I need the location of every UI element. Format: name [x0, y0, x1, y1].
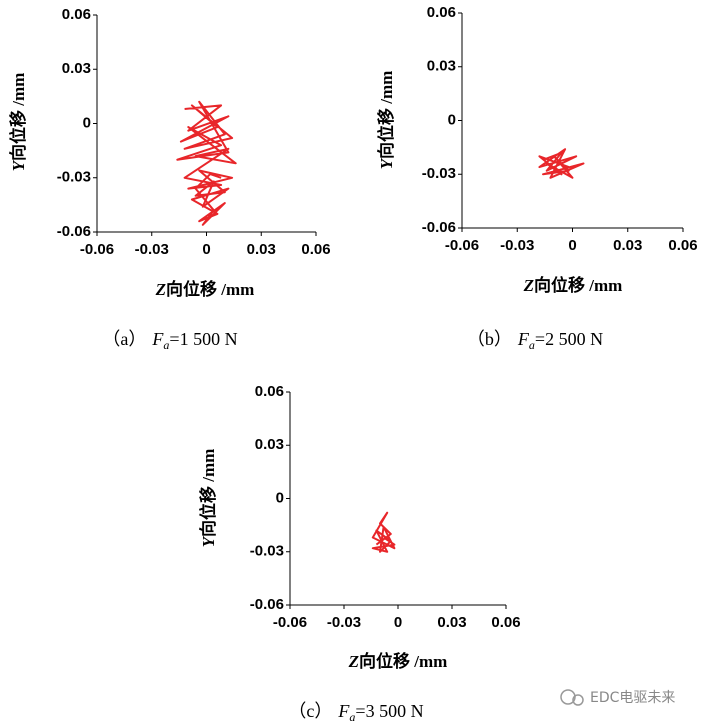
caption-symbol: F	[337, 701, 350, 721]
axis-symbol: Z	[155, 280, 166, 299]
y-tick-label: -0.06	[422, 219, 456, 236]
x-tick-label: 0.06	[668, 237, 697, 254]
y-tick-label: 0	[276, 489, 284, 506]
y-tick-label: 0.03	[427, 58, 456, 75]
axis-text: 向位移 /mm	[376, 71, 396, 159]
caption: （b） Fa=2 500 N	[467, 329, 603, 352]
x-tick-label: 0.06	[491, 614, 520, 631]
orbit-trace	[371, 511, 396, 553]
x-tick-label: -0.03	[327, 614, 361, 631]
caption-label: （c）	[288, 701, 332, 721]
x-tick-label: 0.03	[437, 614, 466, 631]
watermark-icon	[560, 689, 576, 705]
axis-symbol: Z	[348, 652, 359, 671]
y-tick-label: 0	[83, 114, 91, 131]
y-axis-label: Y向位移 /mm	[198, 449, 218, 548]
caption-subscript: a	[349, 710, 355, 724]
y-tick-label: 0.06	[62, 6, 91, 23]
caption-label: （a）	[102, 329, 146, 349]
x-tick-label: -0.03	[500, 237, 534, 254]
caption: （a） Fa=1 500 N	[102, 329, 237, 352]
axis-symbol: Y	[199, 535, 218, 547]
x-tick-label: 0	[202, 241, 210, 258]
y-tick-label: 0.03	[62, 60, 91, 77]
caption-subscript: a	[163, 338, 169, 352]
axis-text: 向位移 /mm	[534, 275, 622, 295]
watermark-icon	[572, 694, 584, 706]
y-tick-label: 0.06	[255, 383, 284, 400]
y-tick-label: 0	[448, 111, 456, 128]
y-tick-label: -0.03	[250, 543, 284, 560]
caption-symbol: F	[151, 329, 164, 349]
x-tick-label: 0.03	[613, 237, 642, 254]
y-axis-label: Y向位移 /mm	[8, 73, 28, 172]
y-tick-label: -0.03	[57, 169, 91, 186]
axis-symbol: Y	[9, 159, 28, 171]
orbit-trace	[176, 100, 237, 226]
caption-label: （b）	[467, 329, 512, 349]
watermark: EDC电驱未来	[560, 689, 675, 706]
x-tick-label: -0.03	[135, 241, 169, 258]
x-tick-label: 0	[394, 614, 402, 631]
caption-symbol: F	[517, 329, 530, 349]
axis-text: 向位移 /mm	[8, 73, 28, 161]
caption-text: =3 500 N	[355, 701, 423, 721]
axis-text: 向位移 /mm	[198, 449, 218, 537]
x-tick-label: -0.06	[273, 614, 307, 631]
axis-symbol: Z	[523, 276, 534, 295]
x-tick-label: -0.06	[445, 237, 479, 254]
x-tick-label: 0	[568, 237, 576, 254]
x-axis-label: Z向位移 /mm	[523, 275, 623, 295]
x-axis-label: Z向位移 /mm	[348, 651, 448, 671]
y-tick-label: -0.03	[422, 165, 456, 182]
y-tick-label: 0.03	[255, 436, 284, 453]
y-tick-label: -0.06	[57, 223, 91, 240]
watermark-text: EDC电驱未来	[590, 690, 675, 706]
caption-text: =1 500 N	[169, 329, 237, 349]
orbit-trace	[538, 148, 585, 179]
y-tick-label: 0.06	[427, 4, 456, 21]
x-tick-label: -0.06	[80, 241, 114, 258]
axis-symbol: Y	[377, 157, 396, 169]
y-axis-label: Y向位移 /mm	[376, 71, 396, 170]
x-tick-label: 0.03	[247, 241, 276, 258]
y-tick-label: -0.06	[250, 596, 284, 613]
x-tick-label: 0.06	[301, 241, 330, 258]
axis-text: 向位移 /mm	[359, 651, 447, 671]
caption: （c） Fa=3 500 N	[288, 701, 423, 724]
axis-text: 向位移 /mm	[166, 279, 254, 299]
x-axis-label: Z向位移 /mm	[155, 279, 255, 299]
caption-subscript: a	[529, 338, 535, 352]
caption-text: =2 500 N	[535, 329, 603, 349]
